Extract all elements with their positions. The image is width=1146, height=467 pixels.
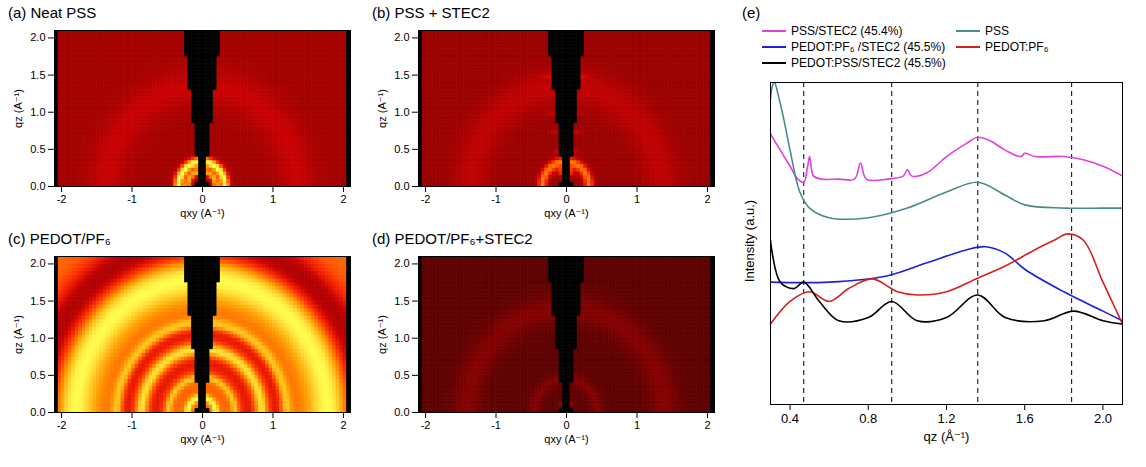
svg-text:2.0: 2.0 <box>30 31 45 43</box>
html-text:PSS/STEC2 (45.4%): PSS/STEC2 (45.4%) <box>791 24 903 38</box>
svg-text:qxy (A⁻¹): qxy (A⁻¹) <box>544 207 588 219</box>
svg-text:2.0: 2.0 <box>30 257 45 269</box>
svg-text:-2: -2 <box>421 419 431 431</box>
svg-text:qz (Å⁻¹): qz (Å⁻¹) <box>924 429 970 444</box>
svg-text:qz (A⁻¹): qz (A⁻¹) <box>12 315 24 354</box>
html-text:Intensity (a.u.): Intensity (a.u.) <box>741 200 757 283</box>
svg-text:-1: -1 <box>491 419 501 431</box>
html-text:PEDOT:PF₆: PEDOT:PF₆ <box>985 40 1049 54</box>
svg-text:1.0: 1.0 <box>394 332 409 344</box>
svg-text:0.8: 0.8 <box>859 411 877 426</box>
svg-text:0.4: 0.4 <box>781 411 799 426</box>
svg-text:1.0: 1.0 <box>30 332 45 344</box>
svg-text:0.5: 0.5 <box>30 143 45 155</box>
svg-text:1: 1 <box>270 193 276 205</box>
svg-text:0.0: 0.0 <box>394 180 409 192</box>
html-text:(d) PEDOT/PF₆+STEC2: (d) PEDOT/PF₆+STEC2 <box>372 230 533 247</box>
svg-text:-1: -1 <box>491 193 501 205</box>
svg-text:-2: -2 <box>421 193 431 205</box>
svg-text:0: 0 <box>563 419 569 431</box>
svg-text:2: 2 <box>704 193 710 205</box>
svg-text:1: 1 <box>634 419 640 431</box>
svg-text:1: 1 <box>270 419 276 431</box>
svg-text:1.2: 1.2 <box>937 411 955 426</box>
svg-text:2.0: 2.0 <box>394 31 409 43</box>
svg-text:1.5: 1.5 <box>394 295 409 307</box>
svg-text:qz (A⁻¹): qz (A⁻¹) <box>376 89 388 128</box>
svg-text:0: 0 <box>199 419 205 431</box>
html-text:(b) PSS + STEC2: (b) PSS + STEC2 <box>372 4 490 21</box>
svg-text:0: 0 <box>563 193 569 205</box>
svg-text:1.6: 1.6 <box>1016 411 1034 426</box>
svg-text:qxy (A⁻¹): qxy (A⁻¹) <box>180 207 224 219</box>
svg-text:2.0: 2.0 <box>1094 411 1112 426</box>
svg-text:qxy (A⁻¹): qxy (A⁻¹) <box>544 433 588 445</box>
svg-text:0.5: 0.5 <box>30 369 45 381</box>
svg-text:0.5: 0.5 <box>394 369 409 381</box>
svg-text:-2: -2 <box>57 193 67 205</box>
svg-text:0.5: 0.5 <box>394 143 409 155</box>
html-text:PSS: PSS <box>985 24 1009 38</box>
svg-text:2: 2 <box>340 419 346 431</box>
html-text:(a) Neat PSS: (a) Neat PSS <box>8 4 97 21</box>
svg-text:2.0: 2.0 <box>394 257 409 269</box>
svg-text:1.5: 1.5 <box>30 69 45 81</box>
svg-text:1.0: 1.0 <box>394 106 409 118</box>
svg-text:0.0: 0.0 <box>30 180 45 192</box>
svg-text:0.0: 0.0 <box>30 406 45 418</box>
svg-text:1: 1 <box>634 193 640 205</box>
html-text:PEDOT:PSS/STEC2 (45.5%): PEDOT:PSS/STEC2 (45.5%) <box>791 56 946 70</box>
html-text:PEDOT:PF₆ /STEC2 (45.5%): PEDOT:PF₆ /STEC2 (45.5%) <box>791 40 946 54</box>
svg-text:0.0: 0.0 <box>394 406 409 418</box>
svg-text:1.0: 1.0 <box>30 106 45 118</box>
svg-text:1.5: 1.5 <box>30 295 45 307</box>
svg-text:-1: -1 <box>127 419 137 431</box>
svg-text:0: 0 <box>199 193 205 205</box>
svg-text:qz (A⁻¹): qz (A⁻¹) <box>12 89 24 128</box>
svg-text:2: 2 <box>704 419 710 431</box>
svg-text:qxy (A⁻¹): qxy (A⁻¹) <box>180 433 224 445</box>
svg-text:-2: -2 <box>57 419 67 431</box>
svg-text:-1: -1 <box>127 193 137 205</box>
html-text:(c) PEDOT/PF₆: (c) PEDOT/PF₆ <box>8 230 111 247</box>
html-text:(e): (e) <box>742 4 761 21</box>
svg-text:1.5: 1.5 <box>394 69 409 81</box>
svg-text:2: 2 <box>340 193 346 205</box>
svg-text:qz (A⁻¹): qz (A⁻¹) <box>376 315 388 354</box>
